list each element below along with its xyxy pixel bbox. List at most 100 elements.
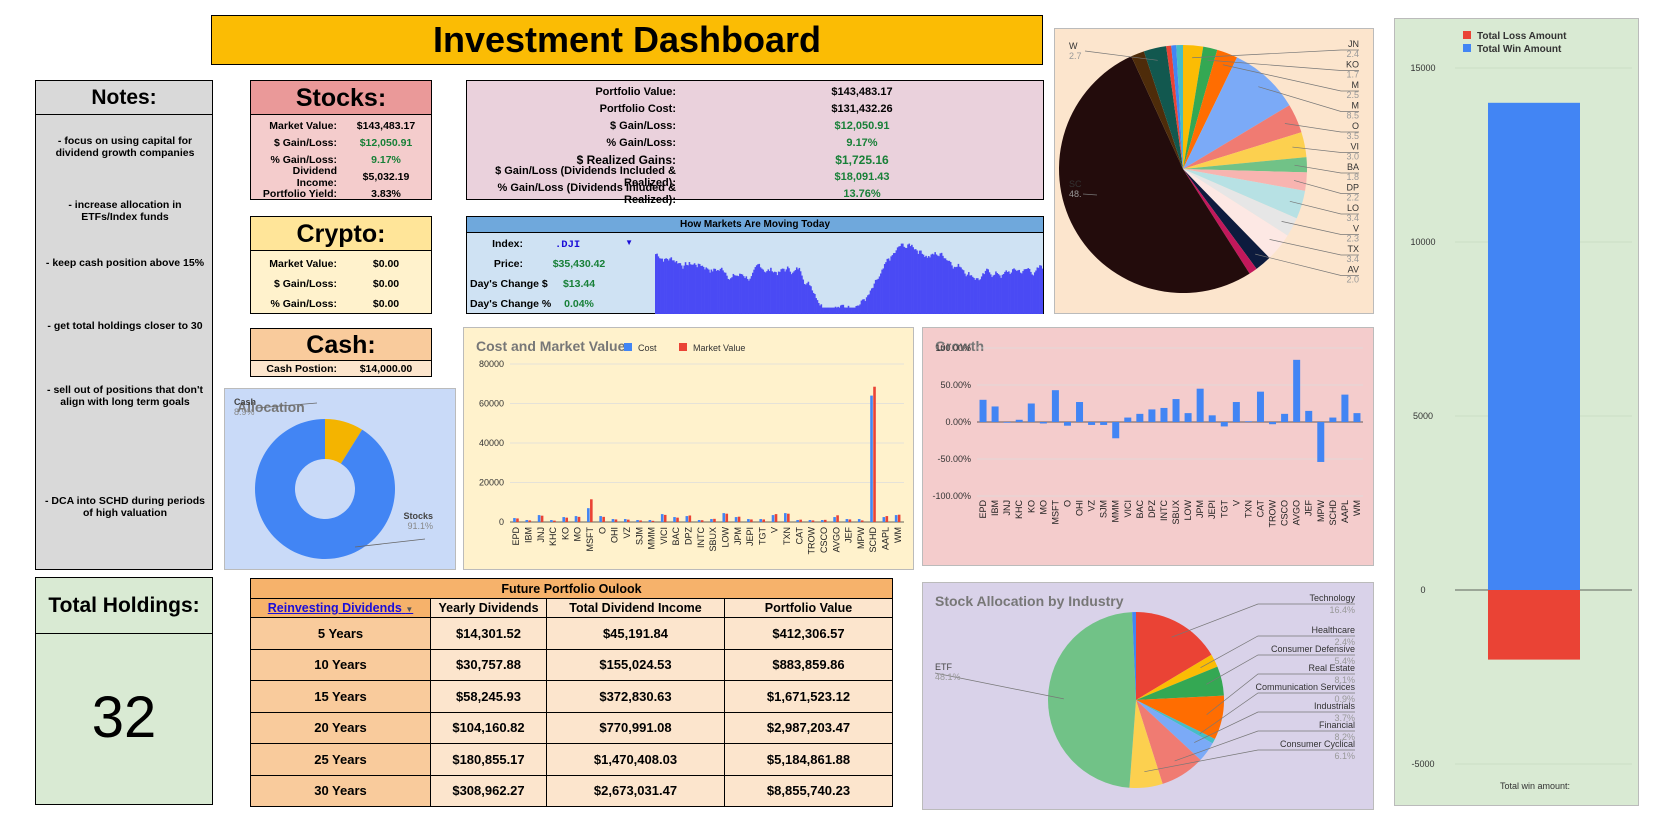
sparkline-bar: [965, 276, 967, 314]
sparkline-bar: [970, 275, 973, 314]
index-select[interactable]: .DJI ▼: [529, 238, 639, 251]
sparkline-bar: [1030, 271, 1032, 314]
sparkline-bar: [807, 281, 810, 314]
x-tick-label: TGT: [1219, 500, 1229, 518]
y-tick-label: 100.00%: [935, 343, 971, 353]
sparkline-bar: [827, 307, 829, 314]
slice-label: DP: [1346, 183, 1359, 193]
holding-slice: [1183, 169, 1306, 219]
sparkline-bar: [877, 278, 880, 314]
table-row: 25 Years $180,855.17 $1,470,408.03 $5,184,8…: [250, 743, 893, 776]
sparkline-bar: [863, 299, 865, 314]
reinvest-dropdown[interactable]: Reinvesting Dividends ▼: [250, 598, 431, 618]
cost-market-chart: Cost and Market Value 0 20000 40000 60000 80…: [463, 327, 914, 570]
sparkline-bar: [1018, 269, 1021, 314]
sparkline-bar: [890, 256, 892, 314]
sparkline-bar: [775, 272, 777, 314]
slice-percent: 0.9%: [1334, 694, 1355, 704]
sparkline-bar: [1013, 268, 1015, 314]
leader-line: [1293, 180, 1359, 194]
holding-slice: [1183, 57, 1290, 169]
stock-metric-label: Market Value:: [269, 119, 337, 132]
slice-percent: 8.1%: [1334, 675, 1355, 685]
sparkline-bar: [817, 303, 820, 314]
sparkline-bar: [922, 254, 925, 314]
outlook-cell: $2,987,203.47: [724, 711, 893, 744]
holding-slice: [1176, 45, 1183, 169]
price-value: $35,430.42: [552, 258, 606, 270]
sparkline-bar: [927, 256, 930, 314]
sparkline-bar: [973, 277, 975, 314]
bar: [676, 517, 679, 522]
sparkline-bar: [762, 269, 764, 314]
leader-line: [1258, 86, 1359, 112]
sparkline-bar: [865, 297, 868, 314]
sparkline-bar: [805, 284, 807, 314]
cash-label: Cash Postion:: [266, 362, 337, 375]
sparkline-bar: [969, 275, 971, 314]
bar: [771, 515, 775, 522]
sparkline-bar: [768, 271, 771, 314]
slice-label: KO: [1346, 60, 1359, 70]
x-tick-label: INTC: [696, 527, 706, 548]
sparkline-bar: [801, 275, 803, 314]
sparkline-bar: [669, 258, 671, 314]
sparkline-bar: [711, 271, 714, 314]
sparkline-bar: [792, 272, 794, 314]
bar: [848, 519, 852, 522]
holding-slice: [1143, 46, 1183, 169]
y-tick-label: -5000: [1411, 759, 1434, 769]
x-tick-label: MO: [1038, 500, 1048, 515]
industry-slice: [1132, 612, 1136, 700]
sparkline-bar: [916, 250, 918, 314]
sparkline-bar: [748, 280, 750, 314]
sparkline-bar: [705, 267, 708, 314]
sparkline-bar: [688, 262, 691, 314]
sparkline-bar: [777, 271, 780, 314]
stocks-panel: Stocks: Market Value: $143,483.17 $ Gain/…: [250, 80, 432, 200]
x-tick-label: TROW: [807, 527, 817, 555]
leader-line: [354, 538, 426, 548]
slice-percent: 91.1%: [407, 521, 433, 531]
sparkline-bar: [722, 270, 724, 314]
sparkline-bar: [819, 305, 821, 314]
outlook-cell: $58,245.93: [430, 680, 547, 713]
sparkline-bar: [785, 269, 788, 314]
slice-percent: 3.5: [1346, 131, 1359, 141]
x-tick-label: JEPI: [745, 527, 755, 546]
sparkline-bar: [1004, 271, 1006, 314]
y-tick-label: -50.00%: [937, 454, 971, 464]
bar: [836, 515, 839, 522]
leader-line: [1174, 730, 1355, 762]
bar: [1353, 413, 1361, 422]
bar: [1341, 394, 1349, 422]
sparkline-bar: [824, 307, 827, 314]
sparkline-bar: [763, 271, 766, 314]
bar: [1039, 422, 1047, 424]
sparkline-bar: [1005, 270, 1008, 314]
price-label: Price:: [493, 258, 523, 270]
x-tick-label: OHI: [1075, 500, 1085, 516]
legend-swatch: [1463, 44, 1471, 52]
sparkline-bar: [953, 266, 956, 314]
sparkline-bar: [845, 307, 847, 314]
index-label: Index:: [492, 238, 523, 250]
future-outlook-table: Future Portfolio Oulook Reinvesting Divi…: [250, 578, 893, 807]
sparkline-bar: [741, 274, 744, 314]
sparkline-bar: [929, 257, 931, 314]
slice-percent: 8.2%: [1334, 732, 1355, 742]
sparkline-bar: [731, 277, 733, 314]
sparkline-bar: [911, 244, 913, 314]
bar: [1488, 102, 1580, 591]
holding-slice: [1183, 169, 1307, 191]
sparkline-bar: [986, 268, 988, 314]
slice-label: Stocks: [403, 511, 433, 521]
sparkline-bar: [766, 271, 768, 314]
sparkline-bar: [858, 305, 860, 314]
sparkline-bar: [933, 254, 935, 314]
leader-line: [934, 672, 1064, 700]
note-item: - sell out of positions that don't align…: [47, 384, 203, 408]
holdings-title: Total Holdings:: [36, 578, 212, 634]
sparkline-bar: [1023, 269, 1026, 314]
allocation-slice: [325, 419, 363, 464]
